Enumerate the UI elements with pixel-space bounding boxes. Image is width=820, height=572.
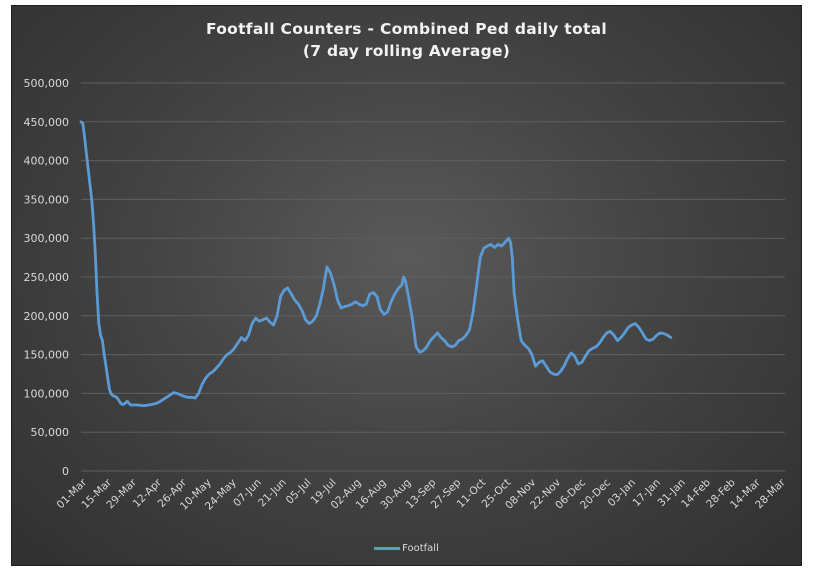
x-tick-label: 05-Jul — [284, 477, 314, 507]
y-tick-label: 350,000 — [24, 193, 70, 206]
y-tick-label: 300,000 — [24, 232, 70, 245]
chart-subtitle: (7 day rolling Average) — [302, 42, 511, 60]
chart-area: Footfall Counters - Combined Ped daily t… — [11, 5, 802, 566]
y-tick-label: 100,000 — [24, 387, 70, 400]
y-tick-label: 200,000 — [24, 310, 70, 323]
chart-title-block: Footfall Counters - Combined Ped daily t… — [12, 18, 801, 62]
legend: Footfall — [12, 543, 801, 555]
y-tick-label: 500,000 — [24, 77, 70, 90]
series-line-footfall — [79, 120, 673, 408]
x-tick-label: 21-Jun — [256, 477, 289, 510]
legend-label-footfall: Footfall — [402, 543, 439, 554]
y-tick-label: 150,000 — [24, 349, 70, 362]
legend-swatch-footfall — [374, 547, 401, 550]
y-tick-label: 400,000 — [24, 155, 70, 168]
y-tick-label: 0 — [62, 465, 69, 478]
plot-svg: 0 50,000 100,000 150,000 200,000 250,000 300,0… — [24, 77, 789, 513]
y-tick-label: 250,000 — [24, 271, 70, 284]
chart-title: Footfall Counters - Combined Ped daily t… — [205, 20, 608, 38]
y-tick-label: 50,000 — [31, 426, 70, 439]
y-tick-label: 450,000 — [24, 116, 70, 129]
